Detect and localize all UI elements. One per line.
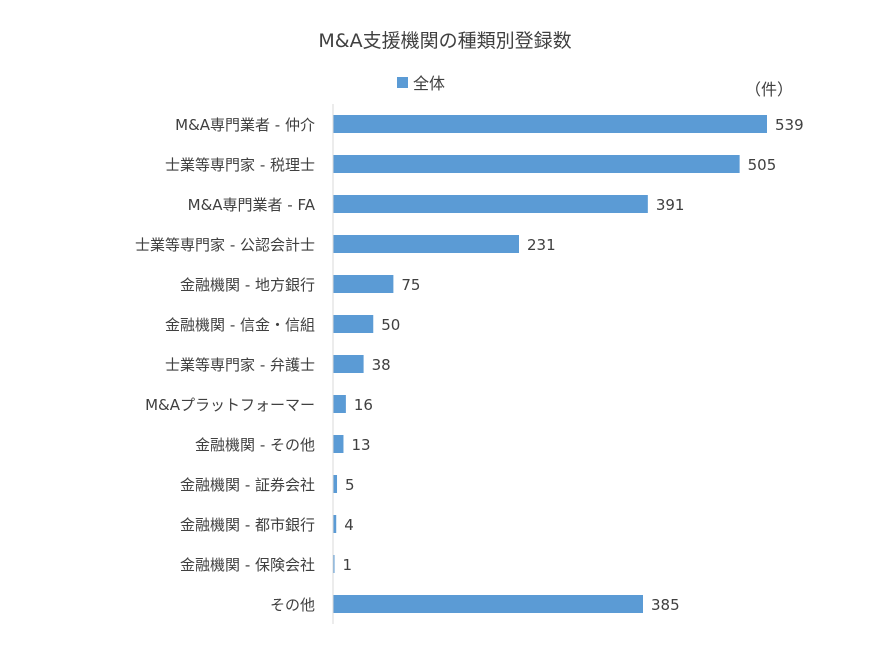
category-label: 士業等専門家 - 税理士 [165, 156, 315, 174]
category-label: その他 [270, 596, 315, 614]
bar [333, 395, 346, 413]
bar [333, 475, 338, 493]
data-label: 16 [354, 396, 373, 414]
chart-title: M&A支援機関の種類別登録数 [318, 30, 572, 52]
category-label: 士業等専門家 - 公認会計士 [135, 236, 315, 254]
category-label: 金融機関 - 信金・信組 [165, 316, 315, 334]
data-label: 13 [351, 436, 370, 454]
bar [333, 235, 519, 253]
data-label: 1 [343, 556, 353, 574]
category-label: 金融機関 - 保険会社 [180, 556, 315, 574]
data-label: 391 [656, 196, 685, 214]
data-label: 505 [748, 156, 777, 174]
bar [333, 195, 648, 213]
legend-label: 全体 [413, 74, 446, 93]
data-label: 539 [775, 116, 804, 134]
category-label: M&A専門業者 - 仲介 [175, 116, 315, 134]
bar [333, 595, 643, 613]
bar [333, 275, 394, 293]
bar [333, 435, 344, 453]
category-label: 金融機関 - 都市銀行 [180, 516, 315, 534]
data-label: 75 [401, 276, 420, 294]
category-label: 金融機関 - 地方銀行 [180, 276, 315, 294]
category-label: M&Aプラットフォーマー [145, 396, 315, 414]
data-label: 38 [372, 356, 391, 374]
bar [333, 515, 337, 533]
bar [333, 555, 335, 573]
legend-swatch [397, 76, 408, 88]
legend: 全体 [397, 70, 445, 94]
category-label: 士業等専門家 - 弁護士 [165, 356, 315, 374]
unit-label: （件） [745, 80, 794, 99]
bar [333, 355, 364, 373]
bar [333, 315, 374, 333]
category-label: 金融機関 - 証券会社 [180, 476, 315, 494]
bar [333, 155, 740, 173]
category-label: 金融機関 - その他 [195, 436, 315, 454]
data-label: 385 [651, 596, 680, 614]
category-label: M&A専門業者 - FA [188, 196, 316, 214]
data-label: 5 [345, 476, 355, 494]
data-label: 4 [344, 516, 354, 534]
data-label: 231 [527, 236, 556, 254]
data-label: 50 [381, 316, 400, 334]
bar [333, 115, 767, 133]
